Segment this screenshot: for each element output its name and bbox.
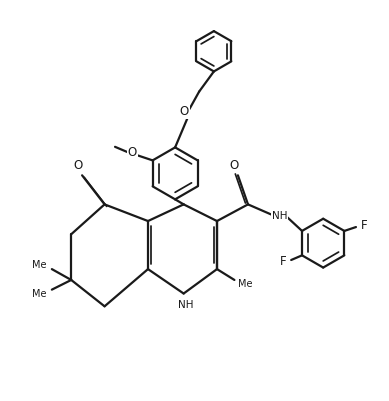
Text: F: F <box>280 255 287 268</box>
Text: O: O <box>230 159 239 172</box>
Text: Me: Me <box>238 279 252 289</box>
Text: O: O <box>128 146 137 159</box>
Text: Me: Me <box>32 289 47 299</box>
Text: F: F <box>360 219 367 232</box>
Text: NH: NH <box>178 300 193 310</box>
Text: O: O <box>180 105 189 118</box>
Text: Me: Me <box>32 260 47 270</box>
Text: NH: NH <box>272 211 287 221</box>
Text: O: O <box>74 159 83 172</box>
